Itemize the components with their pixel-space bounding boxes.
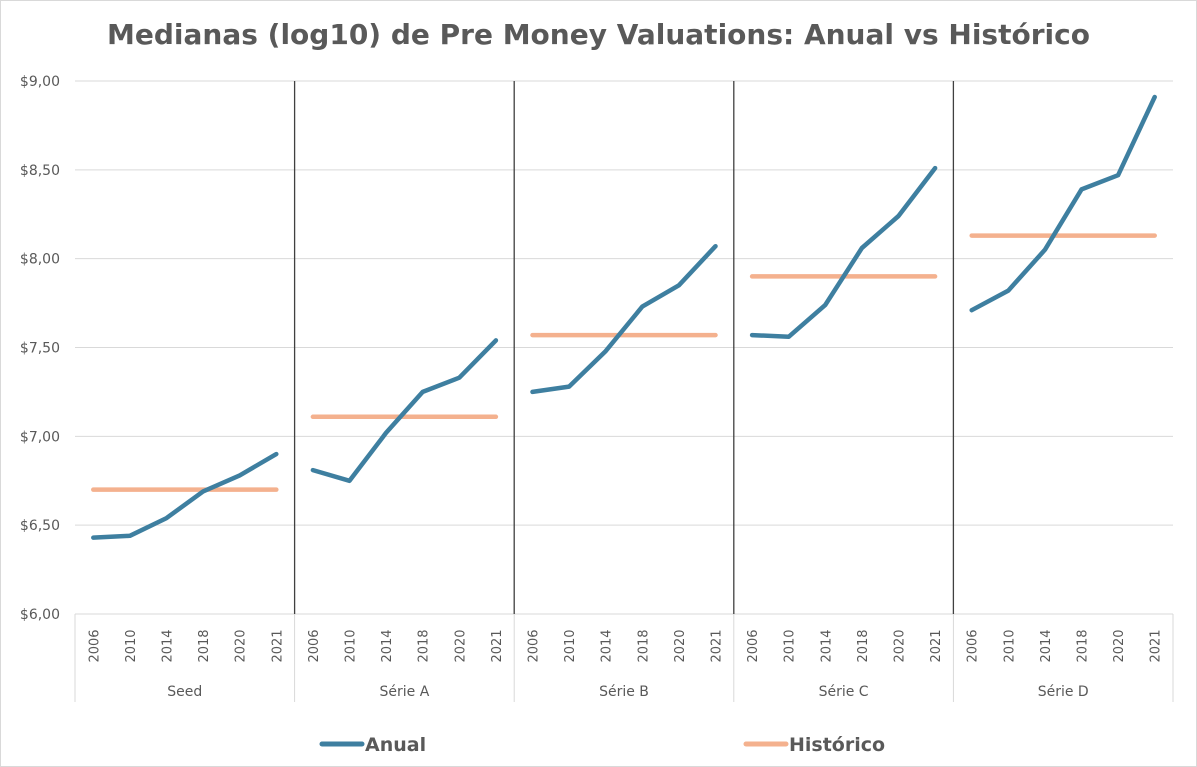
x-tick-label: 2021 bbox=[490, 629, 505, 662]
anual-line bbox=[530, 243, 718, 395]
x-tick-label: 2006 bbox=[527, 629, 542, 662]
x-tick-label: 2020 bbox=[1112, 629, 1127, 662]
x-tick-label: 2018 bbox=[1076, 629, 1091, 662]
x-tick-label: 2014 bbox=[819, 629, 834, 662]
y-tick-label: $7,50 bbox=[20, 341, 60, 357]
y-tick-label: $6,50 bbox=[20, 518, 60, 534]
anual-line bbox=[749, 165, 938, 340]
x-tick-label: 2006 bbox=[966, 629, 981, 662]
chart-title: Medianas (log10) de Pre Money Valuations… bbox=[107, 18, 1090, 51]
x-tick-label: 2006 bbox=[87, 629, 102, 662]
group-label: Série A bbox=[380, 684, 430, 700]
x-tick-label: 2021 bbox=[270, 629, 285, 662]
group-label: Série B bbox=[599, 684, 649, 700]
x-tick-label: 2010 bbox=[563, 629, 578, 662]
x-tick-label: 2021 bbox=[1149, 629, 1164, 662]
x-tick-label: 2014 bbox=[1039, 629, 1054, 662]
x-tick-label: 2014 bbox=[161, 629, 176, 662]
x-tick-label: 2020 bbox=[673, 629, 688, 662]
x-tick-label: 2006 bbox=[307, 629, 322, 662]
y-tick-label: $8,50 bbox=[20, 163, 60, 179]
legend-label-historico: Histórico bbox=[789, 734, 885, 756]
x-tick-label: 2010 bbox=[124, 629, 139, 662]
group-label: Seed bbox=[167, 684, 202, 700]
x-tick-label: 2018 bbox=[856, 629, 871, 662]
anual-line bbox=[310, 338, 499, 484]
x-tick-label: 2006 bbox=[746, 629, 761, 662]
x-tick-label: 2010 bbox=[344, 629, 359, 662]
x-tick-label: 2020 bbox=[234, 629, 249, 662]
x-tick-label: 2018 bbox=[417, 629, 432, 662]
legend-label-anual: Anual bbox=[365, 734, 426, 756]
y-tick-label: $6,00 bbox=[20, 607, 60, 623]
y-tick-label: $7,00 bbox=[20, 429, 60, 445]
y-tick-label: $9,00 bbox=[20, 74, 60, 90]
x-tick-label: 2021 bbox=[929, 629, 944, 662]
x-tick-label: 2018 bbox=[197, 629, 212, 662]
x-tick-label: 2018 bbox=[636, 629, 651, 662]
x-tick-label: 2014 bbox=[600, 629, 615, 662]
x-tick-label: 2020 bbox=[453, 629, 468, 662]
anual-line bbox=[969, 94, 1157, 313]
anual-line bbox=[91, 451, 279, 540]
x-tick-label: 2021 bbox=[710, 629, 725, 662]
group-label: Série C bbox=[819, 684, 869, 700]
group-label: Série D bbox=[1038, 684, 1089, 700]
x-tick-label: 2020 bbox=[893, 629, 908, 662]
x-tick-label: 2014 bbox=[380, 629, 395, 662]
x-tick-label: 2010 bbox=[1002, 629, 1017, 662]
x-tick-label: 2010 bbox=[783, 629, 798, 662]
y-tick-label: $8,00 bbox=[20, 252, 60, 268]
